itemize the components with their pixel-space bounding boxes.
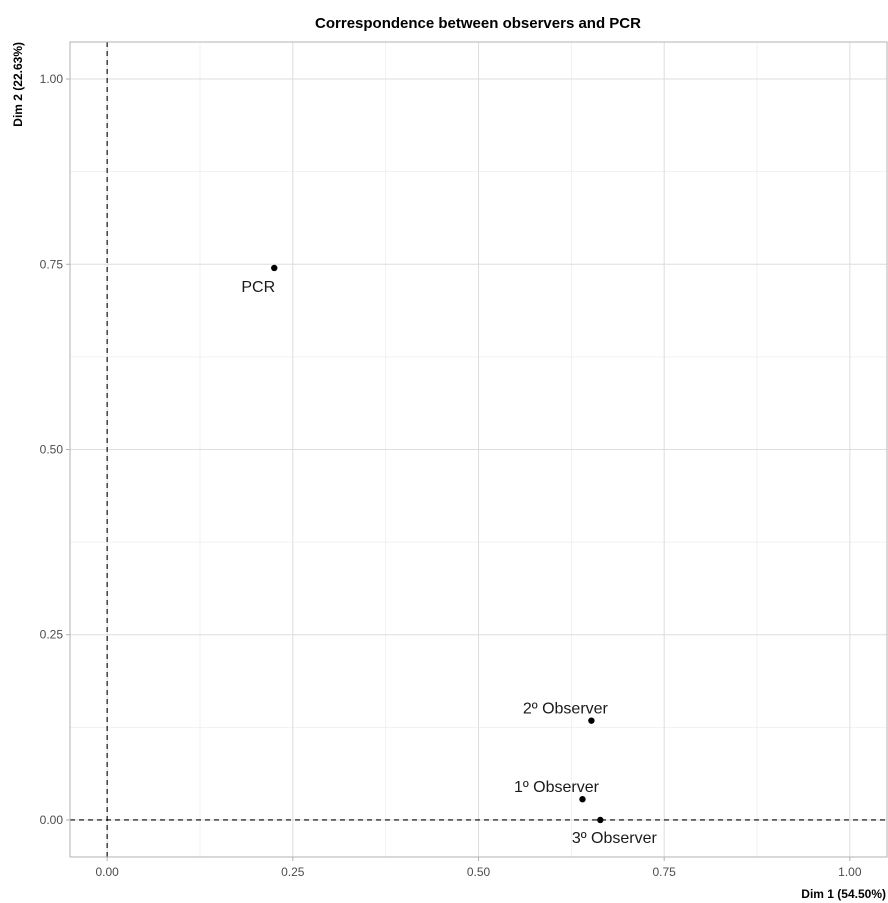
y-tick-label: 1.00 (40, 72, 64, 86)
data-point (579, 796, 586, 803)
data-points (271, 264, 604, 824)
reference-lines (70, 42, 887, 857)
chart-title: Correspondence between observers and PCR (315, 15, 641, 32)
y-tick-label: 0.25 (40, 628, 64, 642)
x-tick-label: 0.25 (281, 865, 305, 879)
x-tick-label: 0.75 (653, 865, 677, 879)
data-point (588, 717, 595, 724)
x-tick-label: 1.00 (838, 865, 862, 879)
data-point (271, 264, 278, 272)
point-label: 3º Observer (572, 830, 658, 847)
x-tick-label: 0.00 (95, 865, 119, 879)
point-labels: PCR 2º Observer 1º Observer 3º Observer (241, 279, 657, 847)
data-point (597, 816, 604, 824)
point-label: 1º Observer (514, 779, 600, 796)
y-tick-label: 0.75 (40, 257, 64, 271)
point-label: PCR (241, 279, 275, 296)
point-label: 2º Observer (523, 701, 609, 718)
x-axis-title: Dim 1 (54.50%) (801, 887, 886, 901)
grid-layer (70, 42, 887, 857)
x-tick-label: 0.50 (467, 865, 491, 879)
y-tick-label: 0.50 (40, 443, 64, 457)
axis-ticks: 0.00 0.25 0.50 0.75 1.00 0.00 0.25 0.50 0.75 1.00 (40, 72, 862, 879)
y-axis-title: Dim 2 (22.63%) (11, 42, 25, 127)
y-tick-label: 0.00 (40, 813, 64, 827)
